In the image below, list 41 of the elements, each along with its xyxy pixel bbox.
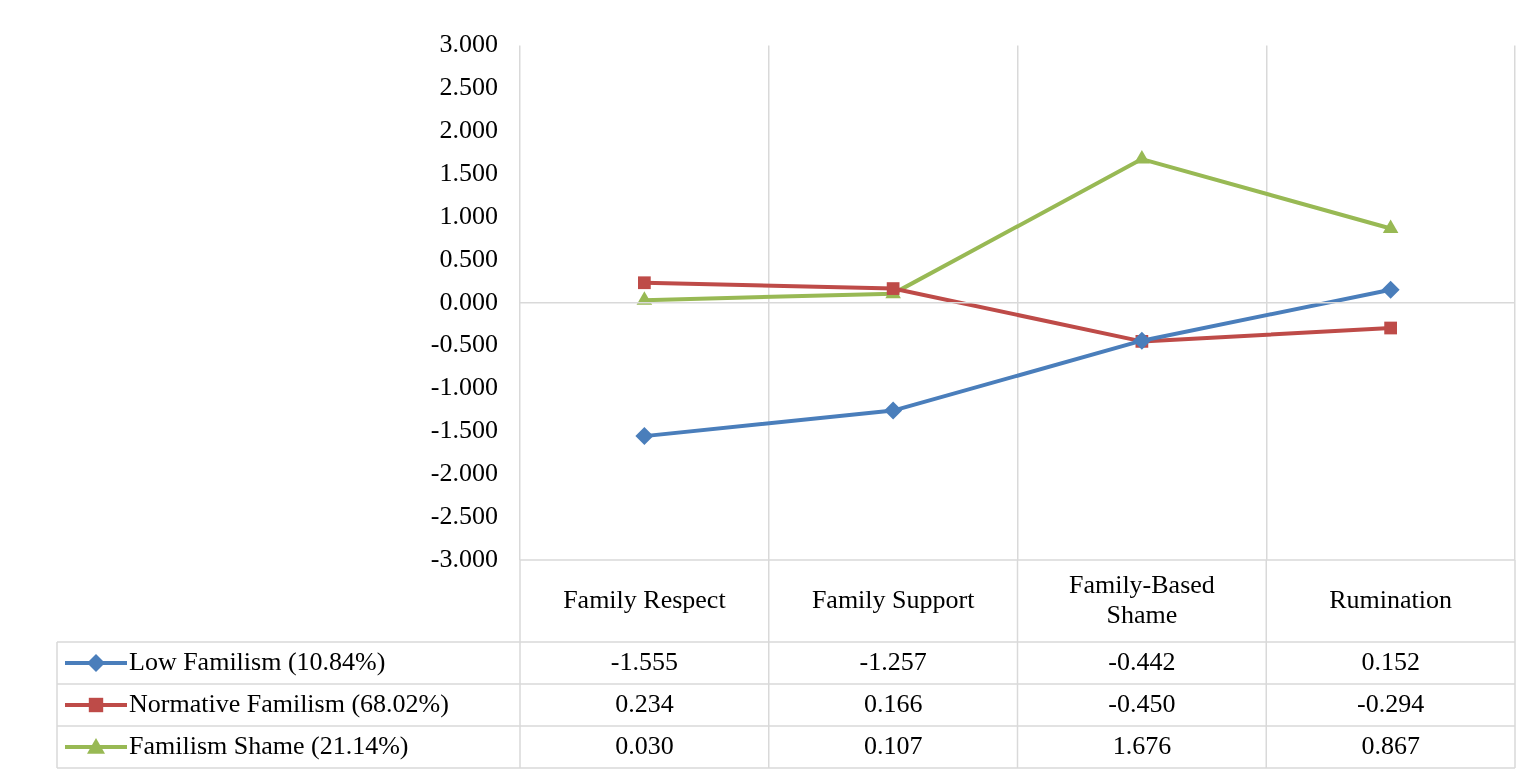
point bbox=[1384, 321, 1397, 335]
data-label: 0.030 bbox=[615, 730, 674, 760]
data-label: 0.234 bbox=[615, 688, 674, 718]
y-tick-label: 0.000 bbox=[439, 286, 498, 316]
y-tick-label: -0.500 bbox=[430, 329, 498, 359]
x-tick-label: Family-Based Shame bbox=[1068, 569, 1215, 629]
x-tick-label: Family Support bbox=[811, 584, 976, 614]
y-tick-label: 2.500 bbox=[439, 72, 498, 102]
point bbox=[1382, 219, 1399, 233]
data-label: 1.676 bbox=[1112, 730, 1172, 760]
point bbox=[884, 401, 903, 420]
y-tick-label: -1.500 bbox=[430, 415, 498, 445]
point bbox=[1381, 280, 1400, 299]
y-tick-label: 0.500 bbox=[439, 243, 498, 273]
data-label: -1.257 bbox=[859, 646, 927, 676]
data-label: -0.294 bbox=[1357, 688, 1425, 718]
legend-label: Familism Shame (21.14%) bbox=[129, 730, 409, 760]
legend-label: Normative Familism (68.02%) bbox=[129, 688, 449, 718]
y-tick-label: -2.500 bbox=[430, 500, 498, 530]
y-tick-label: 3.000 bbox=[439, 29, 498, 59]
y-tick-label: 1.000 bbox=[439, 200, 498, 230]
data-label: 0.152 bbox=[1361, 646, 1420, 676]
y-tick-label: -3.000 bbox=[430, 543, 498, 573]
y-tick-label: 2.000 bbox=[439, 115, 498, 145]
data-label: -0.442 bbox=[1108, 646, 1176, 676]
point bbox=[635, 427, 654, 446]
x-tick-label: Family Respect bbox=[563, 584, 727, 614]
data-label: 0.166 bbox=[863, 688, 923, 718]
point bbox=[886, 282, 900, 295]
y-tick-label: 1.500 bbox=[439, 158, 498, 188]
legend-label: Low Familism (10.84%) bbox=[129, 646, 386, 676]
point bbox=[1134, 150, 1150, 164]
y-tick-label: -2.000 bbox=[430, 458, 498, 488]
data-label: -1.555 bbox=[610, 646, 678, 676]
x-tick-label: Rumination bbox=[1329, 584, 1453, 614]
data-label: 0.867 bbox=[1361, 730, 1420, 760]
y-tick-label: -1.000 bbox=[430, 372, 498, 402]
point bbox=[638, 276, 651, 290]
data-label: -0.450 bbox=[1108, 688, 1176, 718]
point bbox=[1132, 331, 1151, 350]
data-label: 0.107 bbox=[863, 730, 923, 760]
